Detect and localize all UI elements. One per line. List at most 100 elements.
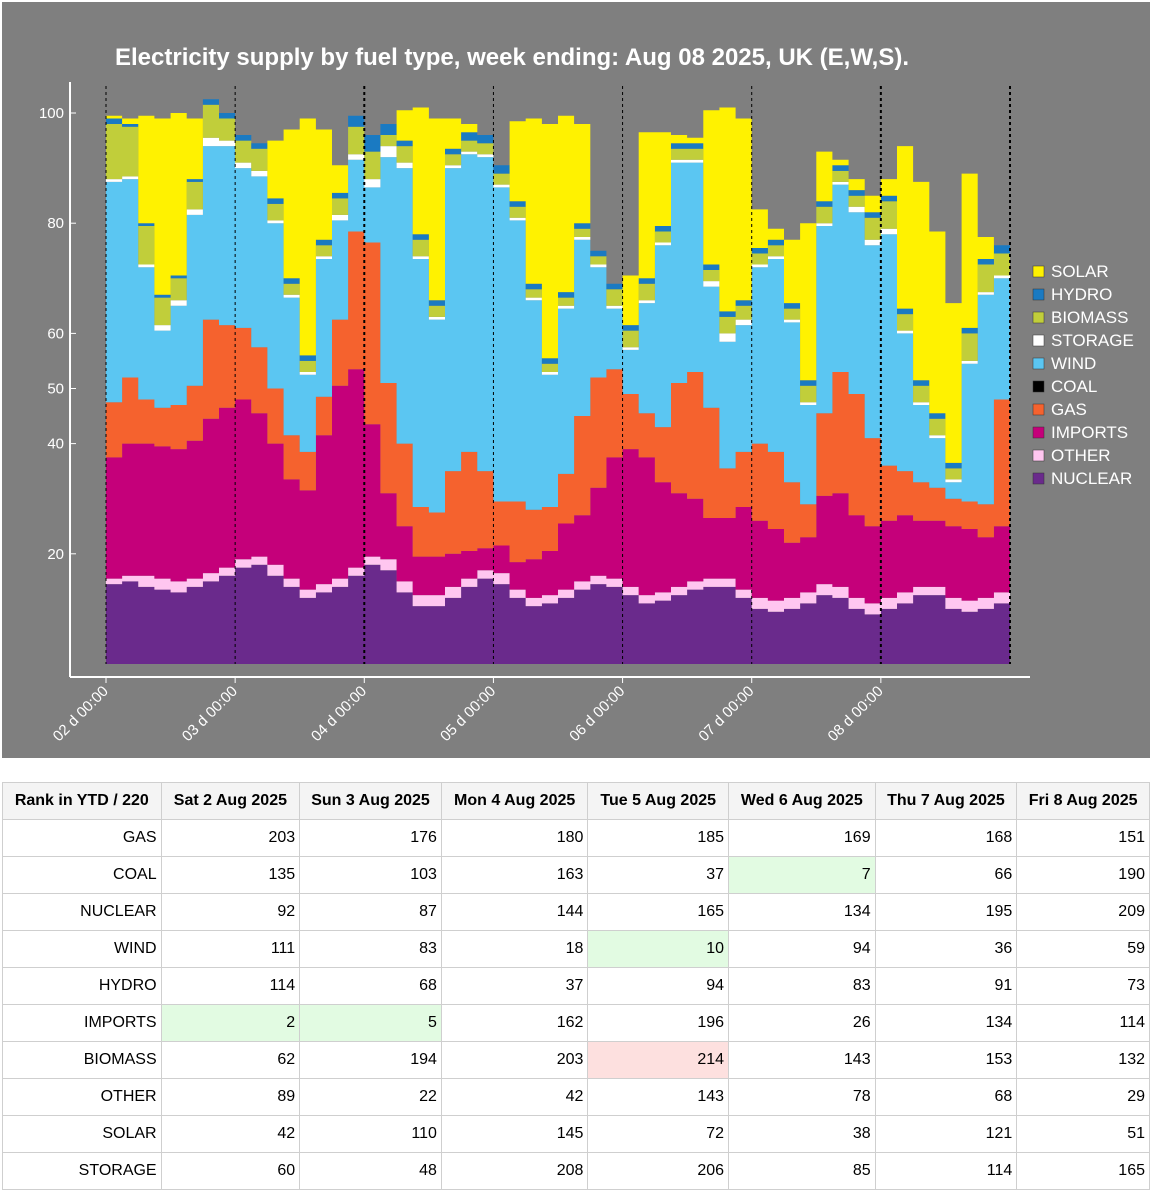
- table-row: HYDRO 114 68 37 94 83 91 73: [2, 967, 1150, 1005]
- axes: [69, 82, 1030, 678]
- legend-label: HYDRO: [1051, 285, 1112, 304]
- table-row: OTHER 89 22 42 143 78 68 29: [2, 1078, 1150, 1116]
- series-areas: [106, 99, 1010, 664]
- rank-cell: 194: [299, 1041, 442, 1079]
- rank-cell: 190: [1016, 856, 1150, 894]
- rank-cell: 73: [1016, 967, 1150, 1005]
- legend-label: COAL: [1051, 377, 1097, 396]
- rank-cell: 121: [874, 1115, 1018, 1153]
- rank-cell: 195: [874, 893, 1018, 931]
- rank-cell: 36: [874, 930, 1018, 968]
- rank-cell: 26: [728, 1004, 876, 1042]
- rank-cell: 209: [1016, 893, 1150, 931]
- legend-swatch: [1032, 449, 1045, 462]
- rank-cell: 72: [587, 1115, 730, 1153]
- x-tick-label: 05 d 00:00: [437, 683, 499, 745]
- table-row: BIOMASS 62 194 203 214 143 153 132: [2, 1041, 1150, 1079]
- rank-cell: 180: [440, 819, 589, 857]
- rank-cell: 134: [874, 1004, 1018, 1042]
- area-biomass: [106, 104, 1010, 480]
- rank-cell: 38: [728, 1115, 876, 1153]
- table-row: IMPORTS 2 5 162 196 26 134 114: [2, 1004, 1150, 1042]
- legend-swatch: [1032, 288, 1045, 301]
- legend-swatch: [1032, 357, 1045, 370]
- rank-cell: 163: [440, 856, 589, 894]
- legend-label: SOLAR: [1051, 262, 1109, 281]
- x-tick-label: 08 d 00:00: [825, 683, 887, 745]
- y-tick-label: 80: [47, 215, 64, 232]
- rank-cell: 110: [299, 1115, 442, 1153]
- rank-cell: 206: [587, 1152, 730, 1190]
- table-row: NUCLEAR 92 87 144 165 134 195 209: [2, 893, 1150, 931]
- day-column-header: Fri 8 Aug 2025: [1016, 782, 1150, 820]
- rank-cell: 134: [728, 893, 876, 931]
- rank-cell: 114: [1016, 1004, 1150, 1042]
- rank-cell: 85: [728, 1152, 876, 1190]
- legend-swatch: [1032, 265, 1045, 278]
- rank-cell: 18: [440, 930, 589, 968]
- y-tick-label: 100: [39, 105, 64, 122]
- rank-cell: 114: [874, 1152, 1018, 1190]
- rank-cell: 153: [874, 1041, 1018, 1079]
- y-tick-label: 50: [47, 381, 64, 398]
- x-tick-label: 07 d 00:00: [695, 683, 757, 745]
- fuel-label: HYDRO: [2, 967, 162, 1005]
- rank-header-label: Rank in YTD / 220: [2, 782, 162, 820]
- day-column-header: Sat 2 Aug 2025: [160, 782, 301, 820]
- legend-swatch: [1032, 311, 1045, 324]
- table-row: STORAGE 60 48 208 206 85 114 165: [2, 1152, 1150, 1190]
- rank-cell: 48: [299, 1152, 442, 1190]
- area-hydro: [106, 99, 1010, 469]
- rank-cell: 151: [1016, 819, 1150, 857]
- rank-cell: 203: [440, 1041, 589, 1079]
- rank-cell: 94: [587, 967, 730, 1005]
- fuel-label: BIOMASS: [2, 1041, 162, 1079]
- rank-cell: 83: [299, 930, 442, 968]
- rank-cell: 7: [728, 856, 876, 894]
- rank-cell: 2: [160, 1004, 301, 1042]
- rank-cell: 37: [440, 967, 589, 1005]
- day-column-header: Tue 5 Aug 2025: [587, 782, 730, 820]
- legend-label: OTHER: [1051, 446, 1111, 465]
- rank-cell: 42: [160, 1115, 301, 1153]
- rank-cell: 145: [440, 1115, 589, 1153]
- rank-cell: 208: [440, 1152, 589, 1190]
- legend-swatch: [1032, 334, 1045, 347]
- legend-label: STORAGE: [1051, 331, 1134, 350]
- day-gridlines: [105, 86, 1011, 664]
- rank-cell: 62: [160, 1041, 301, 1079]
- rank-cell: 143: [587, 1078, 730, 1116]
- legend-swatch: [1032, 472, 1045, 485]
- rank-table-body: GAS 203 176 180 185 169 168 151 COAL 135 103 163 37 7…: [2, 819, 1150, 1190]
- table-row: COAL 135 103 163 37 7 66 190: [2, 856, 1150, 894]
- rank-cell: 42: [440, 1078, 589, 1116]
- rank-cell: 185: [587, 819, 730, 857]
- rank-table-header: Rank in YTD / 220 Sat 2 Aug 2025 Sun 3 Aug…: [2, 782, 1150, 820]
- rank-cell: 37: [587, 856, 730, 894]
- y-tick-label: 20: [47, 546, 64, 563]
- y-axis-ticks: 20 40 50 60 80 100: [39, 105, 76, 563]
- rank-cell: 132: [1016, 1041, 1150, 1079]
- x-tick-label: 02 d 00:00: [50, 683, 112, 745]
- rank-cell: 5: [299, 1004, 442, 1042]
- rank-cell: 89: [160, 1078, 301, 1116]
- y-tick-label: 60: [47, 325, 64, 342]
- rank-cell: 103: [299, 856, 442, 894]
- rank-cell: 214: [587, 1041, 730, 1079]
- fuel-label: COAL: [2, 856, 162, 894]
- rank-cell: 78: [728, 1078, 876, 1116]
- legend-label: WIND: [1051, 354, 1096, 373]
- fuel-label: STORAGE: [2, 1152, 162, 1190]
- table-row: SOLAR 42 110 145 72 38 121 51: [2, 1115, 1150, 1153]
- day-column-header: Sun 3 Aug 2025: [299, 782, 442, 820]
- rank-cell: 165: [587, 893, 730, 931]
- rank-cell: 29: [1016, 1078, 1150, 1116]
- rank-cell: 165: [1016, 1152, 1150, 1190]
- rank-cell: 114: [160, 967, 301, 1005]
- rank-cell: 162: [440, 1004, 589, 1042]
- rank-cell: 94: [728, 930, 876, 968]
- day-column-header: Mon 4 Aug 2025: [440, 782, 589, 820]
- rank-cell: 60: [160, 1152, 301, 1190]
- legend: SOLAR HYDRO BIOMASS STORAGE WIND COAL GAS IMPOR…: [1032, 262, 1134, 488]
- rank-cell: 68: [874, 1078, 1018, 1116]
